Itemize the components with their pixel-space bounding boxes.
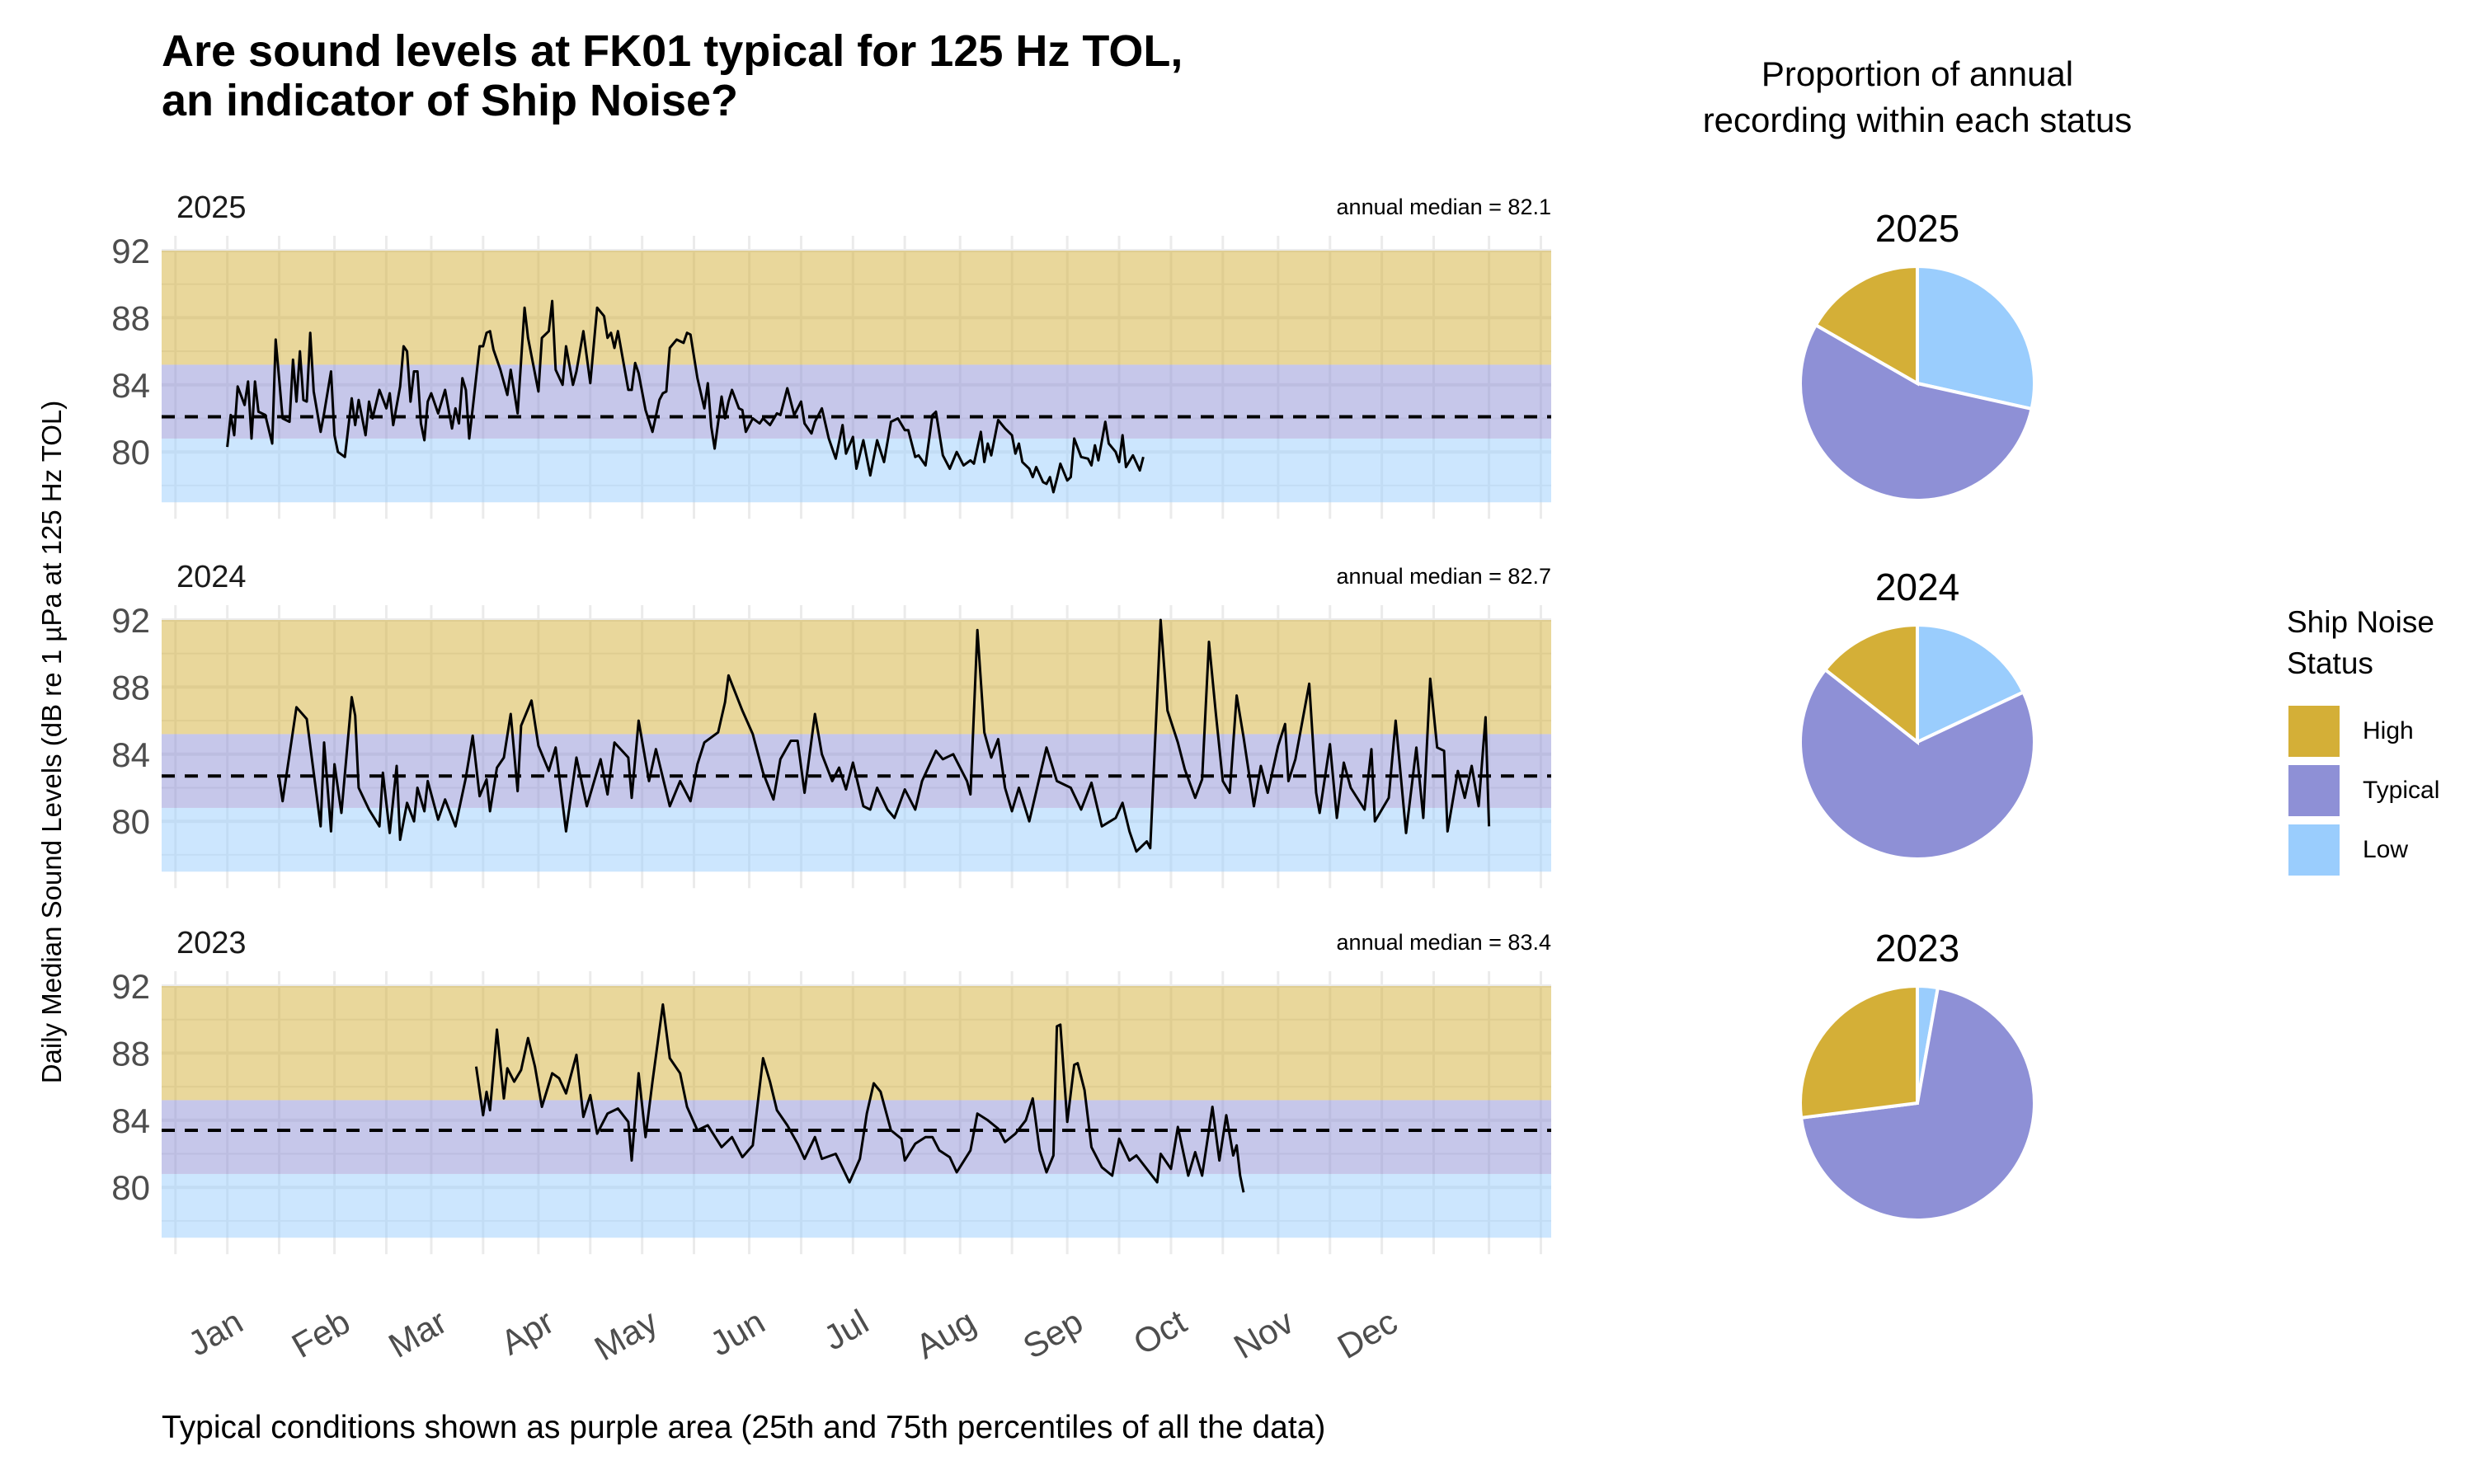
x-tick-label-jan: Jan <box>181 1302 249 1364</box>
annual-median-label: annual median = 82.1 <box>1337 195 1551 219</box>
band-typical <box>162 1100 1551 1174</box>
x-tick-label-jul: Jul <box>817 1302 875 1358</box>
pie-2024: 2024 <box>1799 566 2036 861</box>
pie-title-line-2: recording within each status <box>1702 101 2133 139</box>
x-tick-label-jun: Jun <box>703 1302 771 1364</box>
figure-title: Are sound levels at FK01 typical for 125… <box>162 26 1183 125</box>
y-tick-label: 92 <box>111 232 150 270</box>
pie-2025: 2025 <box>1799 207 2036 502</box>
series-line-2024 <box>278 618 1491 853</box>
series-line-2023 <box>474 1003 1245 1193</box>
x-tick-label-mar: Mar <box>382 1302 453 1365</box>
band-low <box>162 807 1551 872</box>
pie-slice-low <box>1916 622 2026 745</box>
x-tick-label-nov: Nov <box>1227 1302 1300 1366</box>
band-high <box>162 986 1551 1101</box>
y-tick-label: 88 <box>111 1034 150 1073</box>
pie-title-line-1: Proportion of annual <box>1761 54 2074 93</box>
pie-slice-high <box>1823 622 1919 746</box>
y-tick-label: 88 <box>111 668 150 707</box>
panel-year-label: 2023 <box>176 926 247 960</box>
x-tick-label-sep: Sep <box>1016 1302 1089 1366</box>
band-high <box>162 251 1551 365</box>
x-tick-label-apr: Apr <box>494 1302 560 1362</box>
pie-slice-low <box>1916 264 2036 411</box>
band-high <box>162 620 1551 735</box>
x-tick-label-may: May <box>588 1302 664 1368</box>
pie-year-title: 2025 <box>1875 207 1959 250</box>
panel-2025: 2025 annual median = 82.1 80 84 88 92 <box>111 190 1551 519</box>
annual-median-label: annual median = 83.4 <box>1337 930 1551 955</box>
legend-title: Ship Noise Status <box>2287 602 2434 684</box>
y-tick-label: 92 <box>111 601 150 640</box>
legend-key-low <box>2288 824 2340 876</box>
band-low <box>162 1173 1551 1238</box>
y-tick-label: 92 <box>111 967 150 1006</box>
legend-key-typical <box>2288 765 2340 816</box>
caption: Typical conditions shown as purple area … <box>162 1410 1326 1445</box>
pie-year-title: 2024 <box>1875 566 1959 608</box>
y-tick-label: 80 <box>111 802 150 841</box>
series-line-2025 <box>226 299 1145 494</box>
legend-label-high: High <box>2363 717 2414 744</box>
legend-title-line-1: Ship Noise <box>2287 605 2434 639</box>
panel-year-label: 2025 <box>176 190 247 225</box>
panel-2024: 2024 annual median = 82.7 80 84 88 92 <box>111 560 1551 889</box>
y-tick-label: 84 <box>111 735 150 774</box>
title-line-2: an indicator of Ship Noise? <box>162 76 739 125</box>
y-tick-label: 80 <box>111 433 150 472</box>
legend-title-line-2: Status <box>2287 646 2373 680</box>
pie-slice-typical <box>1799 667 2036 861</box>
pie-slice-high <box>1813 264 1919 387</box>
legend-label-typical: Typical <box>2363 777 2440 804</box>
pie-slice-high <box>1799 984 1919 1120</box>
x-tick-label-aug: Aug <box>910 1302 982 1366</box>
legend-key-high <box>2288 706 2340 757</box>
x-tick-label-oct: Oct <box>1126 1302 1192 1363</box>
y-tick-label: 80 <box>111 1168 150 1207</box>
y-tick-label: 84 <box>111 1101 150 1140</box>
y-tick-label: 84 <box>111 366 150 405</box>
x-tick-label-feb: Feb <box>285 1302 356 1365</box>
band-low <box>162 438 1551 503</box>
annual-median-label: annual median = 82.7 <box>1337 564 1551 589</box>
pie-year-title: 2023 <box>1875 927 1959 970</box>
y-tick-label: 88 <box>111 298 150 337</box>
legend-label-low: Low <box>2363 836 2409 863</box>
panel-2023: 2023 annual median = 83.4 80 84 88 92 <box>111 926 1551 1255</box>
panel-year-label: 2024 <box>176 560 247 594</box>
pie-2023: 2023 <box>1799 927 2036 1222</box>
pie-section-title: Proportion of annual recording within ea… <box>1587 51 2247 143</box>
title-line-1: Are sound levels at FK01 typical for 125… <box>162 26 1183 76</box>
pie-slice-typical <box>1799 322 2034 502</box>
x-tick-label-dec: Dec <box>1331 1302 1404 1366</box>
